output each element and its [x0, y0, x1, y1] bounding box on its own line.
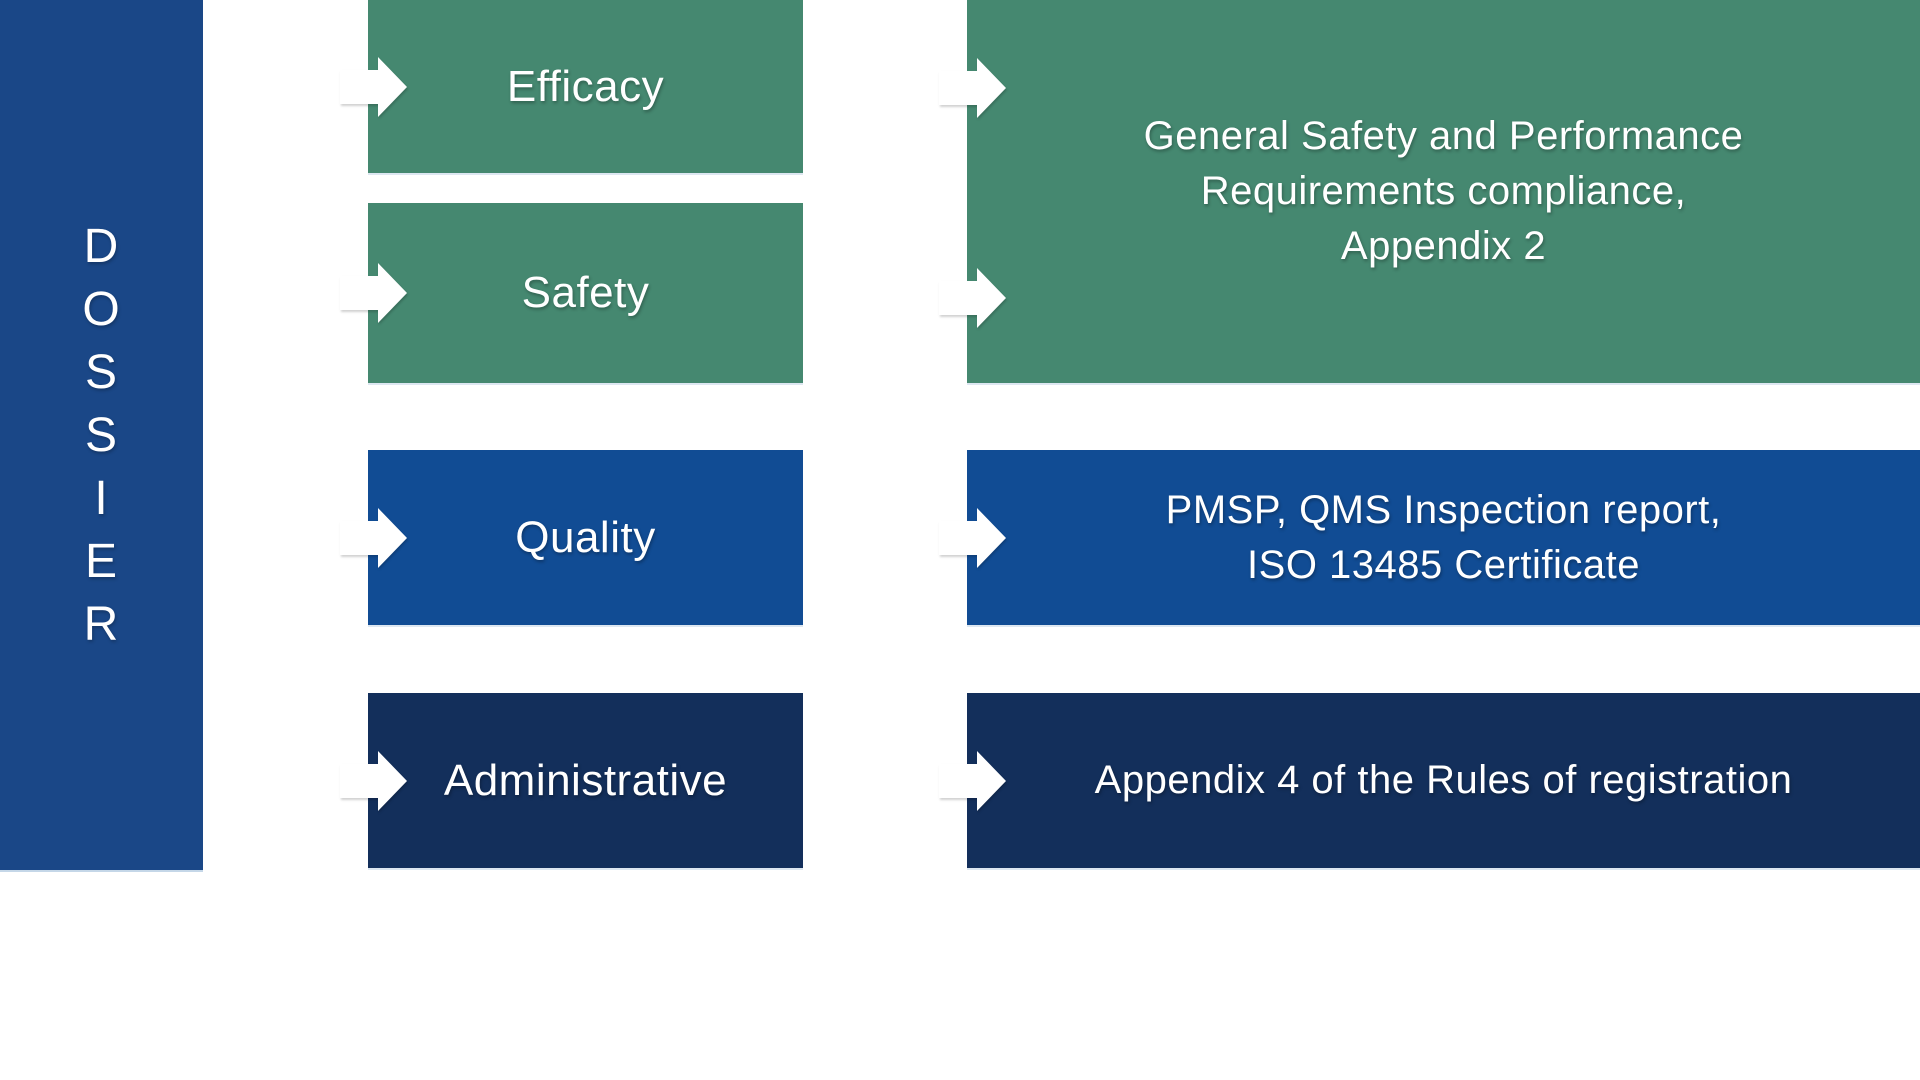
- dossier-letter: R: [83, 597, 120, 651]
- category-label: Administrative: [443, 755, 728, 805]
- detail-text: PMSP, QMS Inspection report, ISO 13485 C…: [1165, 487, 1722, 587]
- dossier-title: D O S S I E R: [82, 215, 120, 656]
- category-label: Quality: [515, 512, 656, 562]
- arrow-right-icon: [340, 56, 408, 118]
- detail-text: Appendix 4 of the Rules of registration: [1094, 758, 1793, 802]
- dossier-letter: I: [94, 471, 109, 525]
- category-box-quality: Quality: [340, 450, 803, 625]
- dossier-bar: D O S S I E R: [0, 0, 203, 870]
- dossier-letter: E: [84, 534, 118, 588]
- dossier-letter: O: [82, 282, 121, 336]
- detail-box-pmsp: PMSP, QMS Inspection report, ISO 13485 C…: [939, 450, 1920, 625]
- dossier-letter: S: [84, 408, 118, 462]
- arrow-right-icon: [939, 267, 1007, 329]
- category-label: Safety: [521, 268, 650, 317]
- detail-text: General Safety and Performance Requireme…: [1143, 114, 1744, 268]
- dossier-letter: S: [84, 345, 118, 399]
- category-box-safety: Safety: [340, 203, 803, 383]
- arrow-right-icon: [340, 262, 408, 324]
- category-box-efficacy: Efficacy: [340, 0, 803, 173]
- arrow-right-icon: [939, 57, 1007, 119]
- arrow-right-icon: [340, 750, 408, 812]
- detail-box-gspr: General Safety and Performance Requireme…: [939, 0, 1920, 383]
- arrow-right-icon: [939, 750, 1007, 812]
- detail-box-appendix4: Appendix 4 of the Rules of registration: [939, 693, 1920, 868]
- arrow-right-icon: [340, 507, 408, 569]
- category-label: Efficacy: [506, 61, 665, 111]
- category-box-administrative: Administrative: [340, 693, 803, 868]
- arrow-right-icon: [939, 507, 1007, 569]
- dossier-letter: D: [83, 219, 120, 273]
